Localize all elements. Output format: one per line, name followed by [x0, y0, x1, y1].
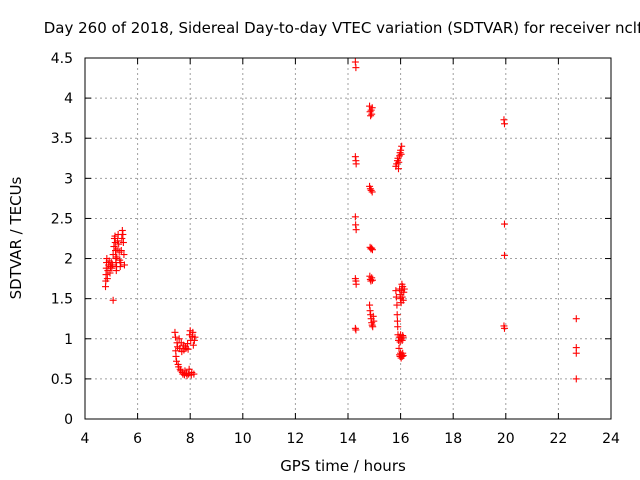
y-tick-label: 4 — [64, 91, 73, 107]
x-tick-label: 12 — [286, 431, 304, 447]
data-point — [352, 226, 360, 234]
chart-title: Day 260 of 2018, Sidereal Day-to-day VTE… — [44, 19, 640, 37]
data-point — [367, 186, 375, 194]
data-point — [351, 213, 359, 221]
data-point — [572, 349, 580, 357]
data-point — [394, 165, 402, 173]
x-tick-labels: 4 6 8 10 12 14 16 18 20 22 24 — [81, 431, 620, 447]
data-point — [368, 244, 376, 252]
x-tick-label: 20 — [497, 431, 515, 447]
data-point — [500, 324, 508, 332]
x-tick-label: 22 — [549, 431, 567, 447]
data-point — [368, 104, 376, 112]
data-point — [398, 142, 406, 150]
data-point — [367, 277, 375, 285]
data-point — [500, 251, 508, 259]
data-point — [370, 317, 378, 325]
data-point — [175, 335, 183, 343]
data-point — [572, 315, 580, 323]
data-point — [115, 240, 123, 248]
data-point — [395, 344, 403, 352]
y-axis-label: SDTVAR / TECUs — [7, 176, 25, 299]
x-axis-label: GPS time / hours — [280, 457, 406, 475]
grid-lines — [85, 58, 611, 419]
data-point — [352, 64, 360, 72]
data-point — [189, 341, 197, 349]
data-point — [103, 275, 111, 283]
data-point — [352, 326, 360, 334]
y-tick-label: 1 — [64, 332, 73, 348]
data-point — [399, 352, 407, 360]
data-point — [393, 311, 401, 319]
data-point — [108, 264, 116, 272]
data-point — [398, 280, 406, 288]
x-tick-label: 8 — [186, 431, 195, 447]
data-point — [117, 247, 125, 255]
data-point — [190, 370, 198, 378]
x-tick-label: 18 — [444, 431, 462, 447]
data-point — [111, 232, 119, 240]
data-point — [572, 375, 580, 383]
data-points — [102, 58, 580, 383]
y-tick-label: 3.5 — [51, 131, 73, 147]
data-point — [102, 271, 110, 279]
y-tick-label: 0.5 — [51, 372, 73, 388]
data-point — [119, 239, 127, 247]
data-point — [400, 285, 408, 293]
y-tick-label: 3 — [64, 171, 73, 187]
data-point — [368, 188, 376, 196]
data-point — [393, 301, 401, 309]
y-tick-label: 2 — [64, 252, 73, 268]
data-point — [118, 235, 126, 242]
data-point — [367, 245, 375, 253]
data-point — [191, 333, 199, 341]
x-tick-label: 24 — [602, 431, 620, 447]
data-point — [500, 220, 508, 228]
data-point — [117, 259, 125, 267]
data-point — [119, 230, 127, 238]
data-point — [171, 333, 179, 341]
data-point — [106, 269, 114, 277]
data-point — [399, 296, 407, 304]
data-point — [398, 293, 406, 301]
data-point — [183, 372, 191, 380]
x-tick-label: 16 — [392, 431, 410, 447]
y-tick-labels: 0 0.5 1 1.5 2 2.5 3 3.5 4 4.5 — [51, 51, 73, 428]
x-tick-label: 4 — [81, 431, 90, 447]
x-tick-label: 6 — [133, 431, 142, 447]
y-tick-label: 1.5 — [51, 292, 73, 308]
y-tick-label: 0 — [64, 412, 73, 428]
data-point — [352, 280, 360, 288]
data-point — [500, 120, 508, 128]
y-tick-label: 2.5 — [51, 211, 73, 227]
data-point — [394, 323, 402, 331]
x-tick-label: 14 — [339, 431, 357, 447]
data-point — [368, 110, 376, 118]
data-point — [189, 328, 197, 336]
axis-ticks — [84, 57, 612, 420]
data-point — [114, 237, 122, 245]
data-point — [399, 333, 407, 341]
data-point — [352, 160, 360, 168]
data-point — [120, 251, 128, 259]
data-point — [397, 150, 405, 158]
data-point — [120, 261, 128, 269]
data-point — [184, 345, 192, 353]
data-point — [395, 158, 403, 166]
data-point — [368, 246, 376, 254]
data-point — [113, 253, 121, 261]
data-point — [173, 357, 181, 365]
data-point — [368, 276, 376, 284]
data-point — [369, 323, 377, 331]
x-tick-label: 10 — [234, 431, 252, 447]
data-point — [109, 251, 117, 259]
y-tick-label: 4.5 — [51, 51, 73, 67]
data-point — [109, 296, 117, 304]
